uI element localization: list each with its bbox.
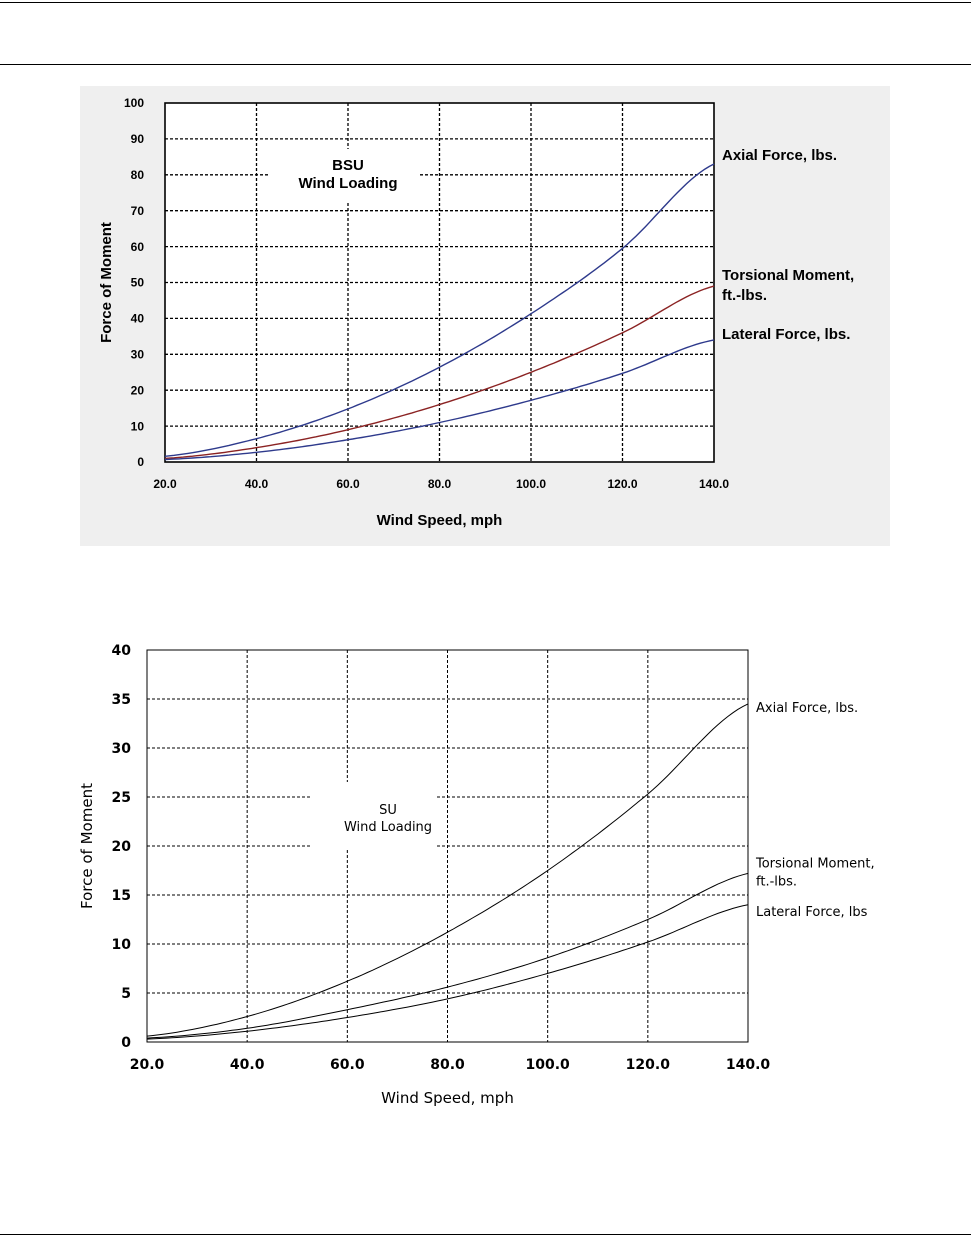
series-label-3: Lateral Force, lbs. [722,326,850,343]
x-axis-title: Wind Speed, mph [377,512,503,529]
y-tick-label: 20 [112,839,132,855]
x-tick-label: 120.0 [607,477,637,491]
y-tick-label: 30 [131,348,145,362]
header-rule-top [0,2,971,3]
x-tick-label: 140.0 [726,1057,771,1073]
series-label-2: ft.-lbs. [756,874,797,889]
series-line-3 [146,904,749,1040]
x-tick-label: 20.0 [130,1057,165,1073]
y-axis-title: Force of Moment [98,222,115,343]
y-tick-label: 40 [131,312,145,326]
chart-subtitle: Wind Loading [298,175,397,192]
y-tick-label: 70 [131,204,145,218]
header-rule-bottom [0,64,971,65]
su-chart-svg: 0 5 10 15 20 25 30 35 40 20.0 40.0 60.0 80.0 100.0 120… [78,643,875,1107]
x-tick-label: 100.0 [526,1057,571,1073]
y-tick-label: 30 [112,741,132,757]
series-line-2 [164,285,715,460]
y-tick-label: 50 [131,276,145,290]
y-tick-label: 90 [131,132,145,146]
y-tick-label: 40 [112,643,132,659]
x-tick-label: 120.0 [626,1057,671,1073]
series-label-1: Axial Force, lbs. [722,147,837,164]
title-box [270,149,418,201]
series-label-2: ft.-lbs. [722,287,767,304]
x-tick-label: 80.0 [430,1057,465,1073]
series-line-2 [146,872,749,1039]
x-tick-label: 60.0 [336,477,360,491]
x-tick-label: 40.0 [245,477,269,491]
chart-subtitle: Wind Loading [344,820,432,835]
x-tick-label: 140.0 [699,477,729,491]
x-tick-label: 40.0 [230,1057,265,1073]
y-tick-label: 10 [131,419,145,433]
series-label-3: Lateral Force, lbs [756,905,868,920]
y-tick-label: 20 [131,383,145,397]
y-tick-label: 5 [121,986,131,1002]
plot-frame [164,102,715,463]
chart-title: BSU [332,157,364,174]
y-tick-label: 60 [131,240,145,254]
series-line-1 [164,163,715,457]
y-axis-title: Force of Moment [78,783,96,909]
y-tick-label: 100 [124,96,144,110]
title-box [310,782,436,850]
y-tick-label: 35 [112,692,131,708]
x-axis-title: Wind Speed, mph [381,1089,514,1107]
y-tick-label: 15 [112,888,131,904]
x-tick-label: 80.0 [428,477,452,491]
chart-title: SU [379,803,397,818]
y-tick-label: 0 [121,1035,131,1051]
series-line-3 [164,339,715,461]
x-tick-label: 100.0 [516,477,546,491]
x-tick-label: 60.0 [330,1057,365,1073]
y-tick-label: 0 [137,455,144,469]
su-wind-loading-chart: 0 5 10 15 20 25 30 35 40 20.0 40.0 60.0 80.0 100.0 120… [70,640,900,1110]
bsu-chart-svg: 0 10 20 30 40 50 60 70 80 90 100 20.0 40.0 60.0 80.0 10… [98,96,854,529]
x-tick-label: 20.0 [153,477,177,491]
series-label-2: Torsional Moment, [722,267,854,284]
y-tick-label: 10 [112,937,132,953]
series-label-1: Axial Force, lbs. [756,701,858,716]
series-line-1 [146,703,749,1037]
footer-rule [0,1234,971,1235]
plot-frame [146,649,749,1043]
series-label-2: Torsional Moment, [755,856,875,871]
bsu-wind-loading-chart: 0 10 20 30 40 50 60 70 80 90 100 20.0 40.0 60.0 80.0 10… [80,86,890,546]
y-tick-label: 80 [131,168,145,182]
y-tick-label: 25 [112,790,131,806]
